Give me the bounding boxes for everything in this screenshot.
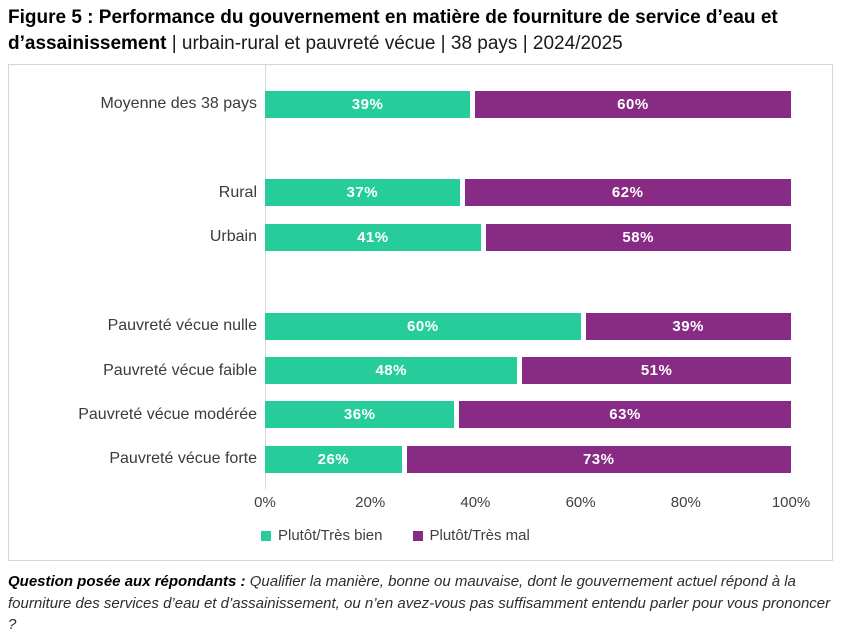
legend-item-bien: Plutôt/Très bien	[261, 527, 383, 544]
bar-segment-bien: 39%	[265, 90, 471, 118]
bar-segment-mal: 39%	[585, 312, 791, 340]
legend-label: Plutôt/Très mal	[429, 527, 530, 544]
bar-segment-bien: 60%	[265, 312, 581, 340]
figure-title-bold: Figure 5 : Performance du gouvernement e…	[8, 7, 778, 54]
chart-row: Urbain 41% 58%	[9, 215, 832, 259]
category-label: Pauvreté vécue nulle	[107, 317, 257, 335]
category-label: Moyenne des 38 pays	[100, 95, 257, 113]
bar-segment-mal: 62%	[464, 179, 791, 207]
legend-swatch-icon	[412, 530, 423, 541]
chart-row: Rural 37% 62%	[9, 171, 832, 215]
legend-item-mal: Plutôt/Très mal	[412, 527, 530, 544]
figure-title: Figure 5 : Performance du gouvernement e…	[8, 5, 843, 57]
bar-track: 48% 51%	[265, 357, 791, 385]
category-label: Pauvreté vécue modérée	[78, 405, 257, 423]
x-axis-tick-label: 40%	[460, 494, 491, 511]
bar-segment-bien: 36%	[265, 401, 455, 429]
bar-segment-bien: 48%	[265, 357, 518, 385]
row-spacer	[9, 126, 832, 170]
bar-segment-bien: 26%	[265, 445, 402, 473]
x-axis-tick-label: 0%	[254, 494, 276, 511]
x-axis-ticks: 0% 20% 40% 60% 80% 100%	[254, 494, 810, 514]
legend-swatch-icon	[261, 530, 271, 541]
x-axis-tick-label: 80%	[670, 494, 701, 511]
bar-track: 60% 39%	[265, 312, 791, 340]
x-axis-tick-label: 100%	[771, 494, 811, 511]
chart-area: Moyenne des 38 pays 39% 60% Rural 37% 62% Urba…	[8, 64, 833, 561]
bar-segment-mal: 60%	[475, 90, 791, 118]
category-label: Urbain	[209, 228, 257, 246]
chart-row: Pauvreté vécue faible 48% 51%	[9, 348, 832, 392]
legend-label: Plutôt/Très bien	[278, 527, 383, 544]
row-spacer	[9, 260, 832, 304]
zero-axis-line	[265, 65, 266, 489]
x-axis-tick-label: 60%	[565, 494, 596, 511]
bar-segment-bien: 37%	[265, 179, 460, 207]
chart-row: Pauvreté vécue nulle 60% 39%	[9, 304, 832, 348]
chart-row: Pauvreté vécue modérée 36% 63%	[9, 393, 832, 437]
bar-segment-mal: 58%	[485, 223, 791, 251]
chart-row: Pauvreté vécue forte 26% 73%	[9, 437, 832, 481]
category-label: Pauvreté vécue faible	[103, 361, 257, 379]
question-note: Question posée aux répondants : Qualifie…	[8, 571, 841, 636]
bar-track: 37% 62%	[265, 179, 791, 207]
x-axis-tick-label: 20%	[355, 494, 386, 511]
category-label: Rural	[218, 183, 257, 201]
question-note-label: Question posée aux répondants :	[8, 573, 246, 590]
bar-track: 41% 58%	[265, 223, 791, 251]
figure-title-subtitle: | urbain-rural et pauvreté vécue | 38 pa…	[166, 33, 623, 54]
category-label: Pauvreté vécue forte	[109, 450, 257, 468]
chart-rows: Moyenne des 38 pays 39% 60% Rural 37% 62% Urba…	[9, 82, 832, 482]
bar-segment-mal: 51%	[522, 357, 791, 385]
chart-row: Moyenne des 38 pays 39% 60%	[9, 82, 832, 126]
bar-track: 36% 63%	[265, 401, 791, 429]
question-note-text: Qualifier la manière, bonne ou mauvaise,…	[8, 573, 831, 633]
bar-segment-mal: 63%	[459, 401, 791, 429]
bar-track: 26% 73%	[265, 445, 791, 473]
bar-segment-mal: 73%	[406, 445, 791, 473]
legend: Plutôt/Très bien Plutôt/Très mal	[261, 527, 530, 544]
bar-segment-bien: 41%	[265, 223, 481, 251]
bar-track: 39% 60%	[265, 90, 791, 118]
